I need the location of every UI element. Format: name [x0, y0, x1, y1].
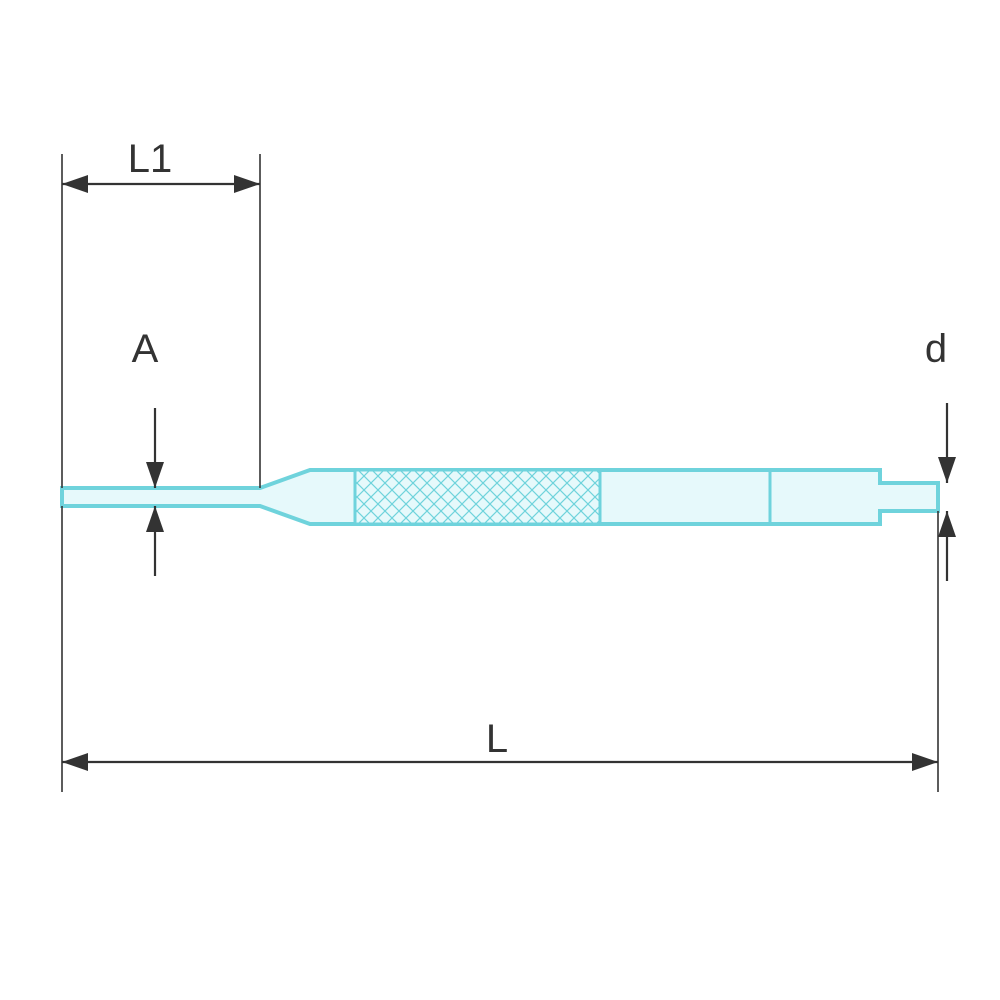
- label-l: L: [486, 717, 508, 761]
- dimension-l: L: [62, 506, 938, 792]
- label-l1: L1: [128, 137, 173, 181]
- dimension-d: d: [925, 327, 956, 581]
- technical-diagram: L1 A d L: [0, 0, 1000, 1000]
- tool-body: [62, 470, 938, 524]
- dimension-a: A: [132, 327, 164, 576]
- label-a: A: [132, 327, 159, 371]
- dimension-l1: L1: [62, 137, 260, 488]
- label-d: d: [925, 327, 947, 371]
